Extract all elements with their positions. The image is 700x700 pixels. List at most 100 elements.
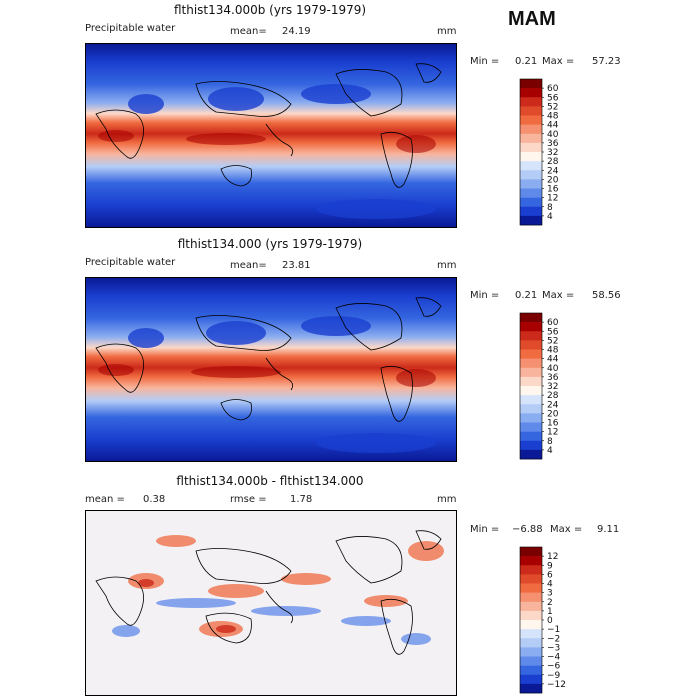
colorbar-label: 52 [547, 102, 558, 112]
colorbar-label: −9 [547, 671, 561, 681]
colorbar-label: 48 [547, 112, 559, 122]
colorbar-label: 20 [547, 175, 559, 185]
panel-3-colorbar: 12 9 6 4 3 2 1 0 −1 −2 −3 −4 −6 −9 −12 [519, 546, 580, 694]
colorbar-label: 52 [547, 336, 558, 346]
panel-2-variable: Precipitable water [85, 257, 176, 268]
panel-2-colorbar: 60 56 52 48 44 40 36 32 28 24 20 16 12 8 4 [519, 312, 580, 460]
colorbar-label: 9 [547, 561, 553, 571]
panel-3-mean-value: 0.38 [143, 494, 166, 505]
panel-3-rmse-label: rmse = [230, 494, 267, 505]
colorbar-label: −2 [547, 634, 560, 644]
colorbar-label: 56 [547, 327, 559, 337]
colorbar-label: 32 [547, 382, 558, 392]
colorbar-label: −12 [547, 680, 566, 690]
colorbar-label: 8 [547, 437, 553, 447]
colorbar-swatch [520, 340, 542, 350]
colorbar-swatch [520, 601, 542, 612]
panel-2-map [85, 277, 457, 462]
colorbar-swatch [520, 656, 542, 666]
colorbar-label: 40 [547, 130, 559, 140]
colorbar-label: 56 [547, 93, 559, 103]
colorbar-swatch [520, 349, 542, 359]
panel-1-min-label: Min = [470, 56, 500, 67]
panel-3-map [85, 510, 457, 696]
colorbar-swatch [520, 88, 542, 98]
colorbar-label: 20 [547, 409, 559, 419]
colorbar-swatch [520, 647, 542, 657]
panel-2-coastlines [95, 297, 442, 422]
panel-2-min-value: 0.21 [515, 290, 538, 301]
panel-2-map-svg [86, 278, 456, 461]
panel-3-max-value: 9.11 [597, 524, 620, 535]
colorbar-swatch [520, 106, 542, 116]
colorbar-swatch [520, 133, 542, 144]
panel-2-dry-regions [128, 316, 436, 453]
colorbar-swatch [520, 638, 542, 648]
panel-2-units: mm [437, 260, 457, 271]
colorbar-label: 60 [547, 84, 559, 94]
panel-2-max-value: 58.56 [592, 290, 621, 301]
colorbar-label: 4 [547, 446, 553, 456]
colorbar-swatch [520, 322, 542, 332]
colorbar-swatch [520, 142, 542, 153]
colorbar-swatch [520, 565, 542, 575]
colorbar-label: 16 [547, 185, 559, 195]
panel-3-map-svg [86, 511, 456, 695]
colorbar-swatch [520, 331, 542, 341]
colorbar-swatch [520, 404, 542, 414]
colorbar-label: 28 [547, 391, 559, 401]
panel-1-map-svg [86, 44, 456, 227]
colorbar-swatch [520, 431, 542, 442]
colorbar-swatch [520, 422, 542, 432]
colorbar-swatch [520, 179, 542, 189]
colorbar-swatch [520, 547, 542, 557]
colorbar-label: −4 [547, 653, 561, 663]
panel-3-min-value: −6.88 [512, 524, 543, 535]
panel-3-strong-positive [138, 579, 236, 633]
colorbar-swatch [520, 170, 542, 180]
colorbar-swatch [520, 161, 542, 171]
colorbar-label: 48 [547, 346, 559, 356]
colorbar-label: 8 [547, 203, 553, 213]
panel-3-min-label: Min = [470, 524, 500, 535]
colorbar-swatch [520, 188, 542, 198]
panel-2-min-label: Min = [470, 290, 500, 301]
colorbar-swatch [520, 395, 542, 405]
colorbar-swatch [520, 610, 542, 621]
colorbar-label: 36 [547, 373, 559, 383]
panel-1-dry-regions [128, 84, 436, 219]
panel-3-coastlines [95, 530, 442, 655]
panel-3-title: flthist134.000b - flthist134.000 [176, 474, 364, 488]
panel-1-mean-label: mean= [230, 26, 267, 37]
colorbar-swatch [520, 386, 542, 396]
colorbar-swatch [520, 683, 542, 694]
panel-1-moist-regions [98, 130, 436, 153]
colorbar-swatch [520, 197, 542, 208]
panel-1-variable: Precipitable water [85, 23, 176, 34]
colorbar-label: 2 [547, 598, 553, 608]
colorbar-label: 36 [547, 139, 559, 149]
colorbar-label: −1 [547, 625, 560, 635]
colorbar-label: 44 [547, 121, 559, 131]
colorbar-label: 16 [547, 419, 559, 429]
colorbar-label: 32 [547, 148, 558, 158]
panel-2-mean-value: 23.81 [282, 260, 311, 271]
panel-1-title: flthist134.000b (yrs 1979-1979) [173, 3, 367, 17]
colorbar-label: 24 [547, 400, 559, 410]
panel-2-moist-regions [98, 364, 436, 387]
colorbar-swatch [520, 152, 542, 162]
panel-1-colorbar: 60 56 52 48 44 40 36 32 28 24 20 16 12 8 4 [519, 78, 580, 226]
panel-3-units: mm [437, 494, 457, 505]
panel-3-rmse-value: 1.78 [290, 494, 313, 505]
panel-2-title: flthist134.000 (yrs 1979-1979) [177, 237, 363, 251]
colorbar-swatch [520, 79, 542, 89]
colorbar-swatch [520, 665, 542, 676]
panel-1-units: mm [437, 26, 457, 37]
colorbar-swatch [520, 629, 542, 639]
colorbar-label: −3 [547, 643, 560, 653]
colorbar-swatch [520, 313, 542, 323]
colorbar-swatch [520, 367, 542, 378]
colorbar-swatch [520, 97, 542, 107]
